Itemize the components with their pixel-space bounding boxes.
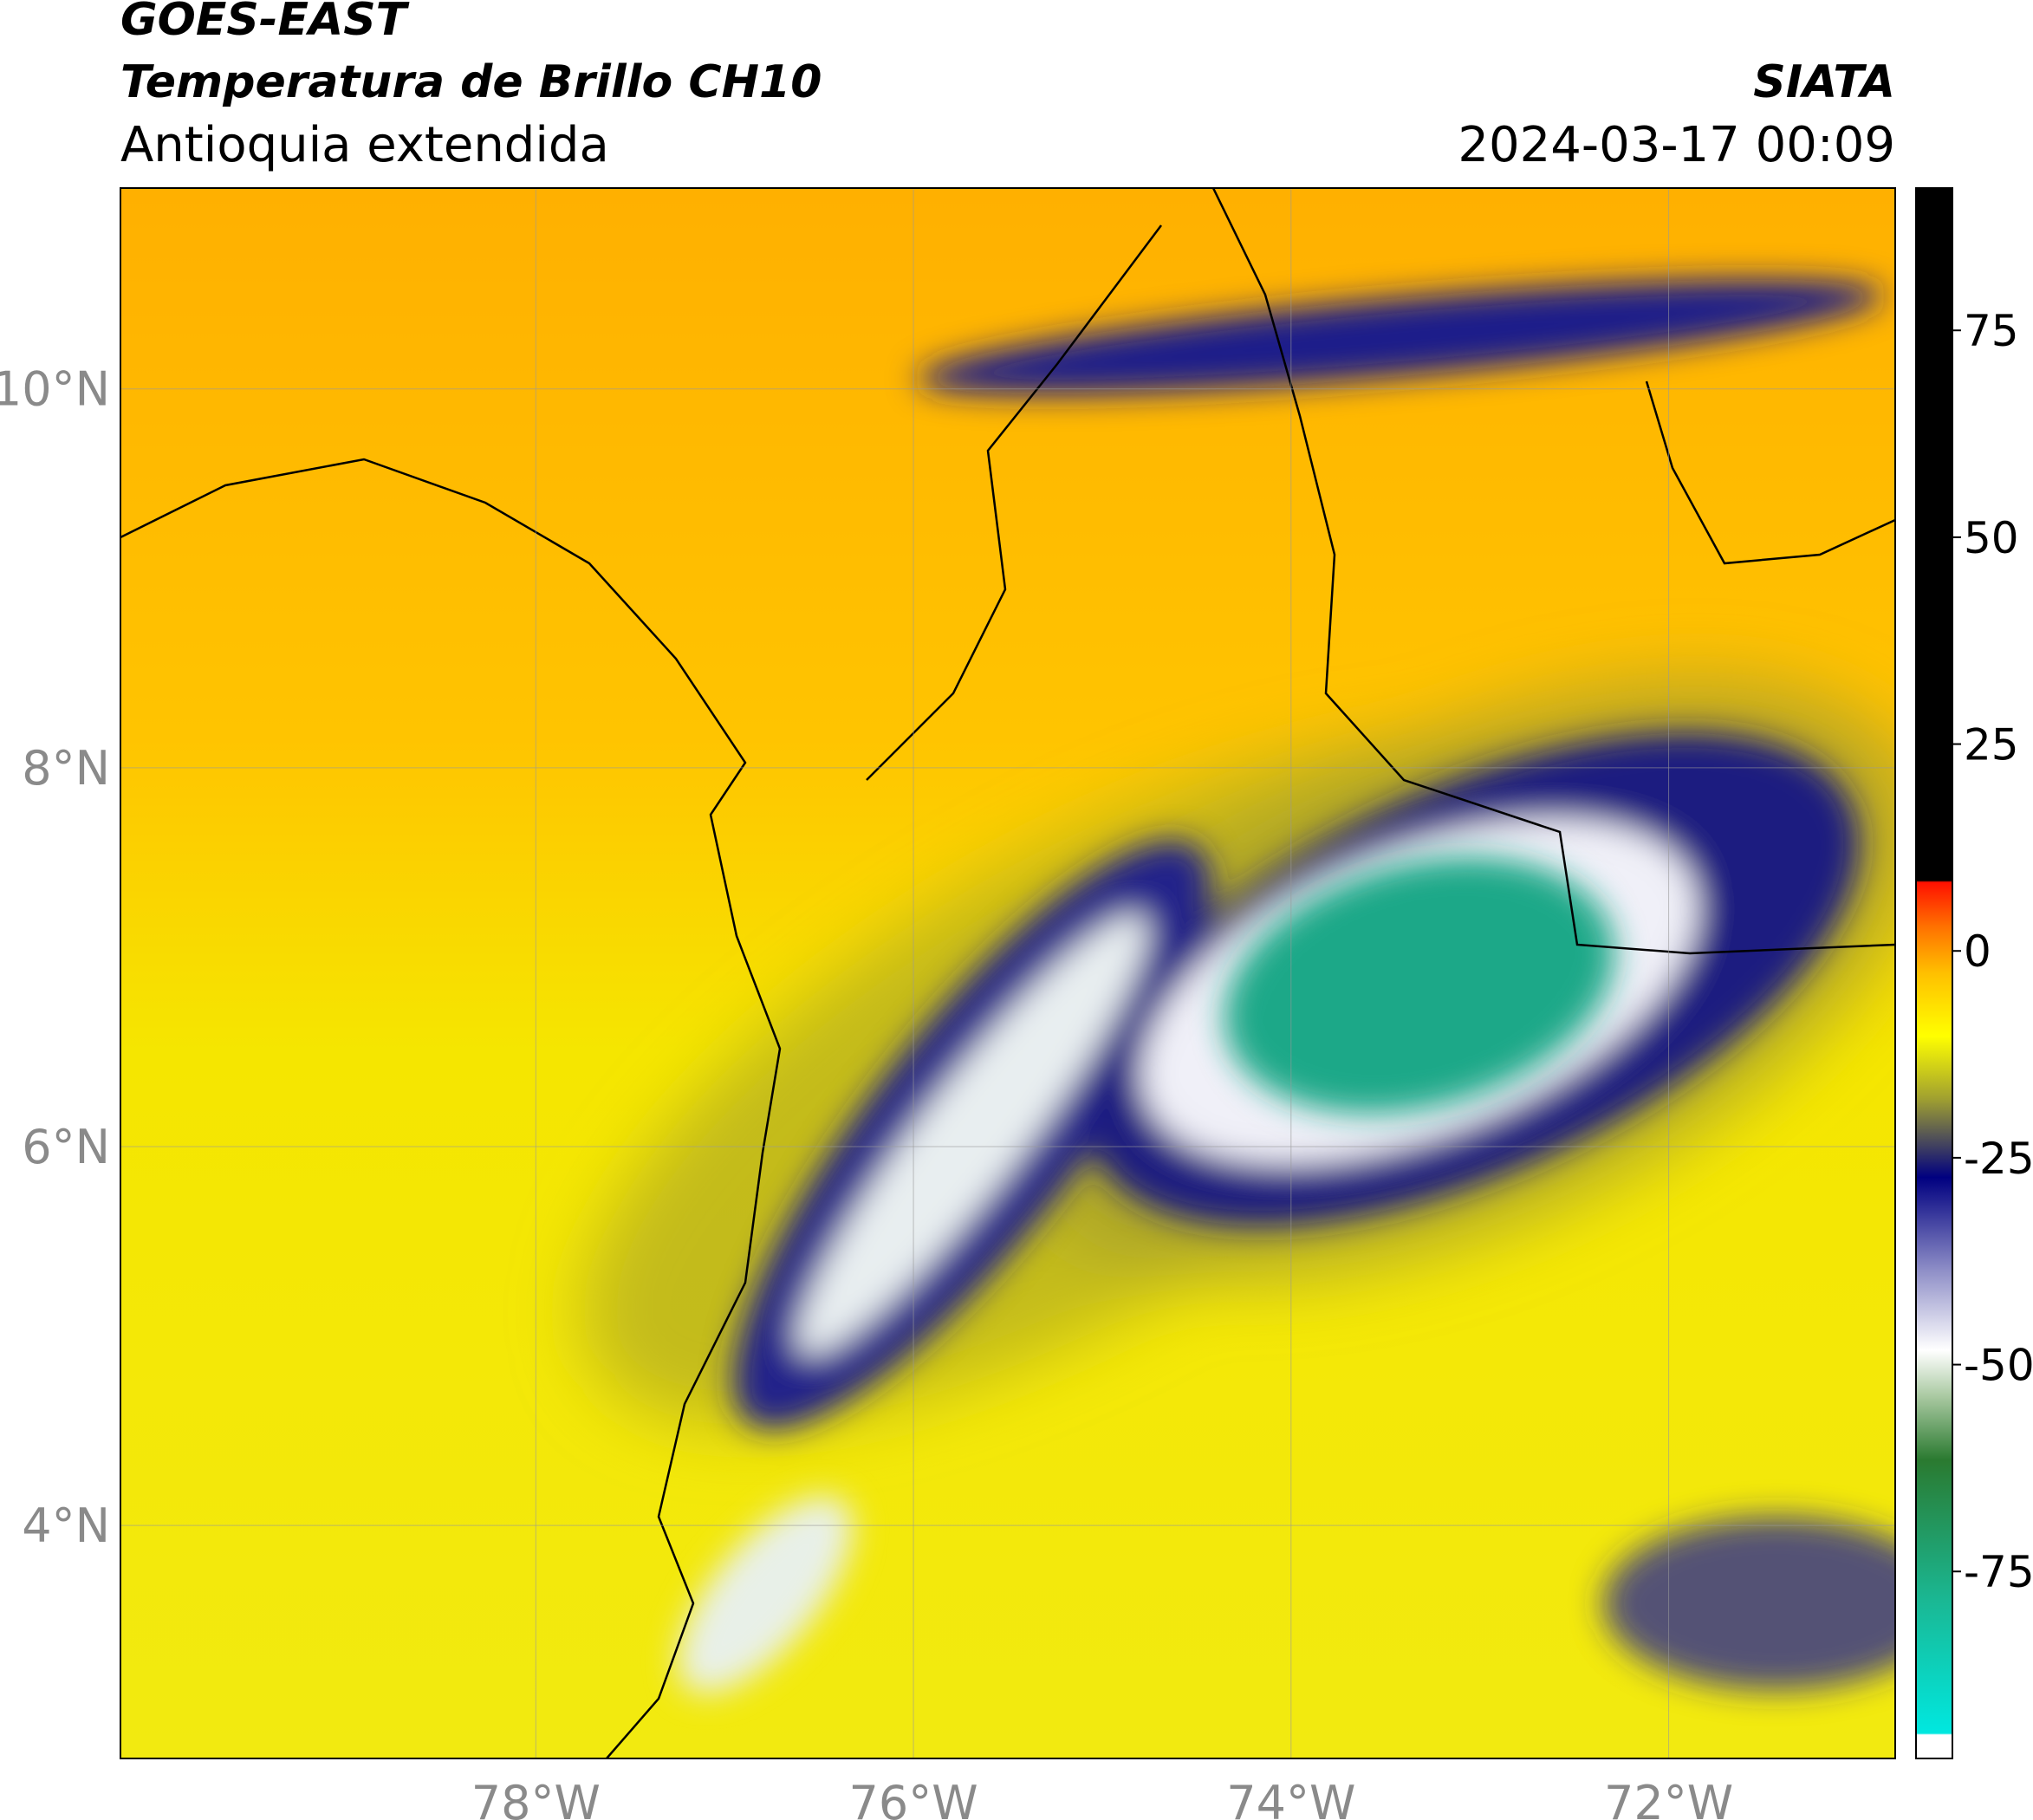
y-tick-label: 10°N: [0, 362, 110, 417]
colorbar-tick-label: 50: [1964, 513, 2019, 563]
region: Antioquia extendida: [120, 117, 609, 173]
organization: SIATA: [1753, 56, 1895, 108]
colorbar-tick-label: 25: [1964, 720, 2019, 770]
colorbar-tick-label: 0: [1964, 926, 1991, 977]
x-tick-label: 72°W: [1604, 1776, 1733, 1820]
x-tick-label: 74°W: [1226, 1776, 1355, 1820]
colorbar: [1915, 187, 1953, 1759]
x-tick-label: 76°W: [849, 1776, 978, 1820]
y-tick-label: 4°N: [22, 1498, 110, 1553]
datetime: 2024-03-17 00:09: [1458, 117, 1895, 173]
product: Temperatura de Brillo CH10: [120, 56, 822, 108]
satellite: GOES-EAST: [120, 0, 410, 46]
map-frame: [120, 187, 1896, 1759]
y-tick-label: 8°N: [22, 741, 110, 796]
colorbar-tick-label: -75: [1964, 1547, 2033, 1597]
x-tick-label: 78°W: [471, 1776, 601, 1820]
y-tick-label: 6°N: [22, 1120, 110, 1174]
colorbar-tick-label: -25: [1964, 1134, 2033, 1184]
colorbar-tick-label: -50: [1964, 1341, 2033, 1391]
colorbar-tick-label: 75: [1964, 306, 2019, 356]
map-image: [120, 188, 1895, 1758]
